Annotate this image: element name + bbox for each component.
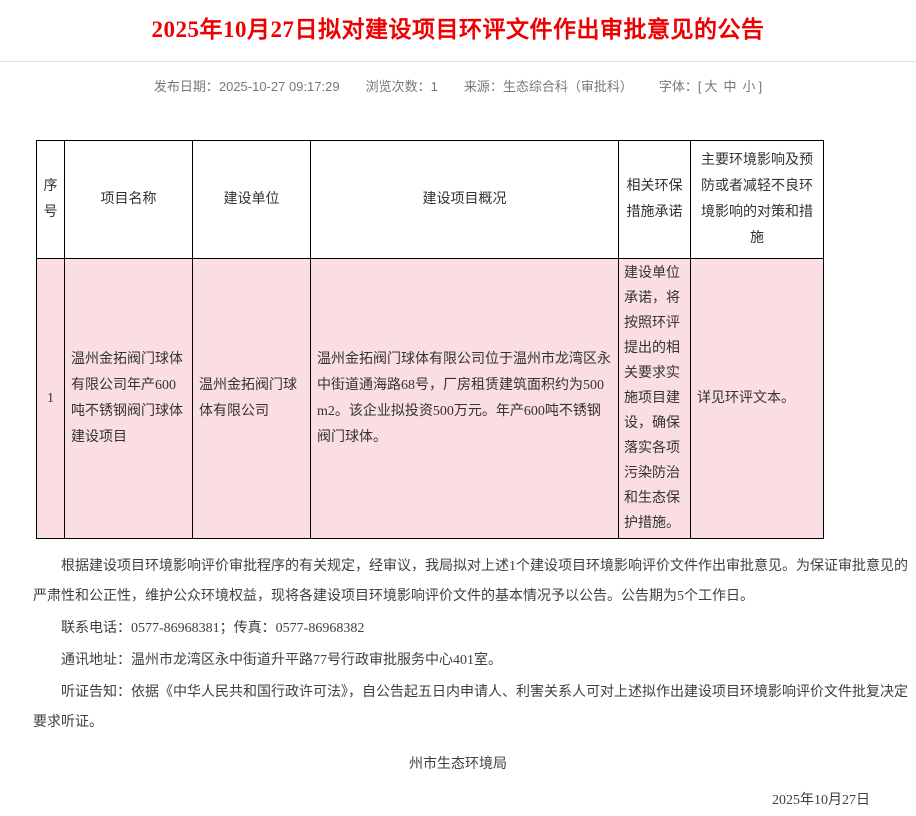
publish-date-value: 2025-10-27 09:17:29: [218, 79, 340, 94]
col-header-index: 序号: [36, 140, 65, 259]
source-value: 生态综合科（审批科）: [502, 79, 633, 94]
table-row: 1 温州金拓阀门球体有限公司年产600吨不锈钢阀门球体建设项目 温州金拓阀门球体…: [36, 258, 824, 539]
col-header-project-name: 项目名称: [64, 140, 193, 259]
col-header-builder: 建设单位: [192, 140, 311, 259]
col-header-overview: 建设项目概况: [310, 140, 619, 259]
cell-project-name: 温州金拓阀门球体有限公司年产600吨不锈钢阀门球体建设项目: [64, 258, 193, 539]
table-header-row: 序号 项目名称 建设单位 建设项目概况 相关环保措施承诺 主要环境影响及预防或者…: [36, 140, 824, 259]
paragraph-address: 通讯地址：温州市龙湾区永中街道升平路77号行政审批服务中心401室。: [61, 653, 502, 668]
signature-date: 2025年10月27日: [772, 793, 870, 808]
title-divider: [0, 61, 916, 62]
source: 来源：生态综合科（审批科）: [464, 76, 633, 95]
meta-bar: 发布日期：2025-10-27 09:17:29 浏览次数：1 来源：生态综合科…: [0, 76, 916, 95]
publish-date: 发布日期：2025-10-27 09:17:29: [154, 76, 340, 95]
approval-table: 序号 项目名称 建设单位 建设项目概况 相关环保措施承诺 主要环境影响及预防或者…: [36, 140, 824, 539]
publish-date-label: 发布日期：: [153, 79, 219, 94]
view-count-label: 浏览次数：: [365, 79, 431, 94]
col-header-commitment: 相关环保措施承诺: [618, 140, 691, 259]
paragraph-hearing: 听证告知：依据《中华人民共和国行政许可法》，自公告起五日内申请人、利害关系人可对…: [33, 685, 908, 730]
source-label: 来源：: [463, 79, 503, 94]
page-title: 2025年10月27日拟对建设项目环评文件作出审批意见的公告: [151, 17, 765, 42]
cell-commitment: 建设单位承诺，将按照环评提出的相关要求实施项目建设，确保落实各项污染防治和生态保…: [618, 258, 691, 539]
paragraph-contact: 联系电话：0577-86968381；传真：0577-86968382: [61, 621, 365, 636]
font-size-switch: 字体：[大中小]: [659, 76, 762, 95]
cell-overview: 温州金拓阀门球体有限公司位于温州市龙湾区永中街道通海路68号，厂房租赁建筑面积约…: [310, 258, 619, 539]
signature-agency: 州市生态环境局: [409, 757, 507, 772]
col-header-measures: 主要环境影响及预防或者减轻不良环境影响的对策和措施: [690, 140, 824, 259]
cell-builder: 温州金拓阀门球体有限公司: [192, 258, 311, 539]
cell-measures: 详见环评文本。: [690, 258, 824, 539]
font-size-bracket-open: [: [697, 79, 702, 94]
cell-index: 1: [36, 258, 65, 539]
font-size-bracket-close: ]: [758, 79, 763, 94]
announcement-body: 根据建设项目环境影响评价审批程序的有关规定，经审议，我局拟对上述1个建设项目环境…: [33, 552, 908, 738]
paragraph-basis: 根据建设项目环境影响评价审批程序的有关规定，经审议，我局拟对上述1个建设项目环境…: [33, 559, 908, 604]
font-size-label: 字体：: [658, 79, 698, 94]
font-size-small-link[interactable]: 小: [742, 79, 756, 94]
font-size-large-link[interactable]: 大: [704, 79, 718, 94]
font-size-medium-link[interactable]: 中: [723, 79, 737, 94]
view-count-value: 1: [430, 79, 438, 94]
view-count: 浏览次数：1: [366, 76, 438, 95]
